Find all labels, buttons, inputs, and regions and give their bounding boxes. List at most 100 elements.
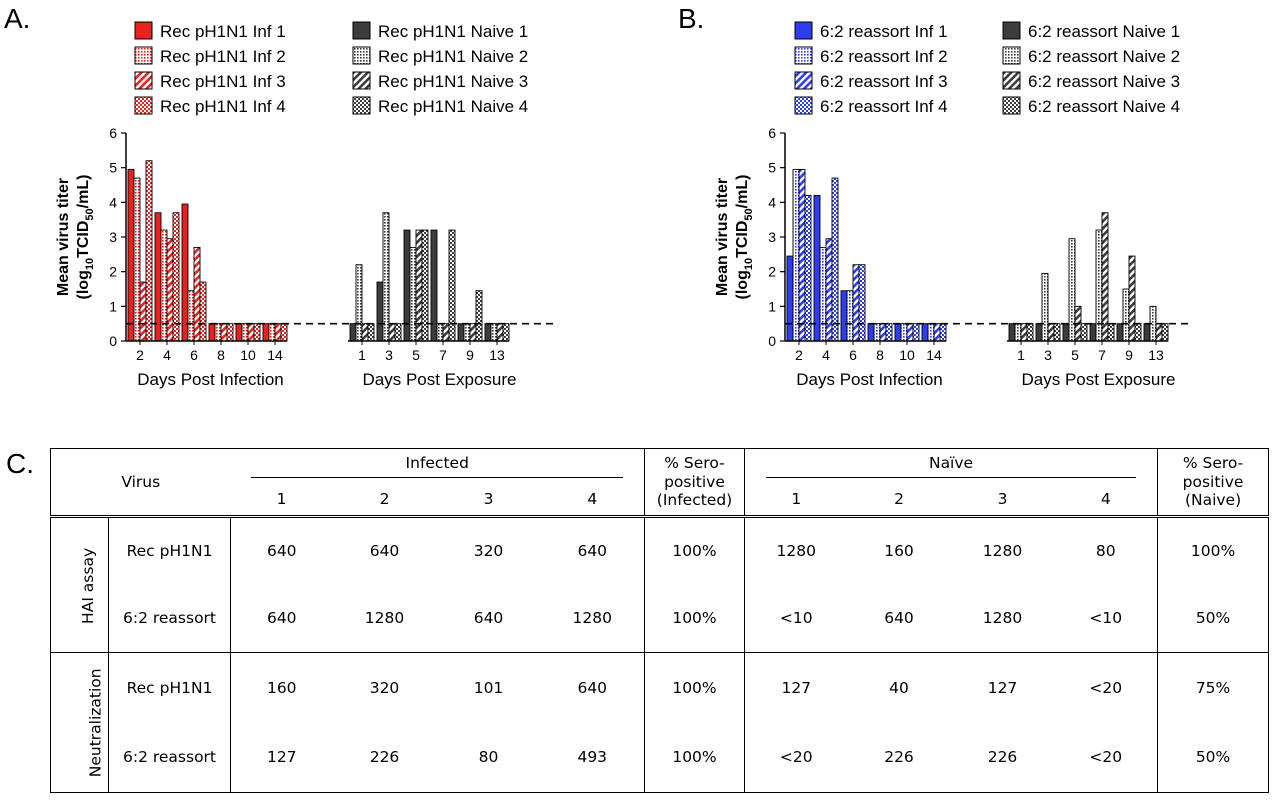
- legend-swatch: [134, 21, 153, 40]
- svg-text:Mean virus titer: Mean virus titer: [55, 178, 72, 296]
- legend-label: 6:2 reassort Inf 4: [820, 97, 948, 116]
- cell-sero-naive: 75%: [1157, 652, 1270, 723]
- svg-text:(log10TCID50/mL): (log10TCID50/mL): [75, 175, 96, 300]
- cell-value: 1280: [950, 584, 1055, 653]
- infected-col-3: 3: [436, 482, 541, 518]
- legend-swatch: [134, 46, 153, 65]
- legend-swatch: [352, 96, 371, 115]
- legend-swatch: [1002, 71, 1021, 90]
- table-row: 6:2 reassort 640 1280 640 1280 100% <10 …: [51, 584, 1270, 653]
- cell-value: 1280: [776, 542, 816, 561]
- bar-rec-ph1n1-naive-1-day-3: [376, 281, 384, 342]
- bar-rec-ph1n1-naive-3-day-3: [388, 323, 396, 342]
- row-virus: 6:2 reassort: [108, 584, 231, 653]
- cell-value: 127: [987, 678, 1018, 697]
- cell-value: 1280: [332, 584, 437, 653]
- cell-value: 640: [230, 584, 333, 653]
- group-label-hai: HAI assay: [50, 516, 109, 653]
- legend-label: Rec pH1N1 Inf 4: [160, 97, 286, 116]
- legend-label: Rec pH1N1 Naive 4: [378, 97, 528, 116]
- bar-6-2-reassort-inf-3-day-10: [906, 323, 914, 342]
- legend-swatch: [794, 46, 813, 65]
- legend-swatch: [794, 96, 813, 115]
- cell-value: 226: [950, 722, 1055, 793]
- bar-rec-ph1n1-inf-1-day-8: [208, 323, 216, 342]
- bar-rec-ph1n1-naive-4-day-1: [367, 323, 375, 342]
- legend-label: 6:2 reassort Inf 1: [820, 22, 948, 41]
- naive-col-3: 3: [950, 482, 1055, 518]
- legend-label: 6:2 reassort Inf 3: [820, 72, 948, 91]
- y-tick-label: 0: [109, 333, 117, 349]
- bar-6-2-reassort-naive-3-day-1: [1020, 323, 1028, 342]
- x-axis-title-infection: Days Post Infection: [137, 370, 283, 389]
- x-tick-label: 9: [1125, 347, 1133, 363]
- bar-rec-ph1n1-inf-2-day-8: [214, 323, 222, 342]
- bar-rec-ph1n1-naive-1-day-9: [457, 323, 465, 342]
- x-tick-label: 4: [822, 347, 830, 363]
- svg-text:(log10TCID50/mL): (log10TCID50/mL): [734, 175, 755, 300]
- bar-6-2-reassort-inf-3-day-4: [825, 238, 833, 342]
- bar-rec-ph1n1-inf-2-day-10: [241, 323, 249, 342]
- legend-swatch: [1002, 46, 1021, 65]
- x-tick-label: 5: [1071, 347, 1079, 363]
- bar-rec-ph1n1-inf-4-day-14: [280, 323, 288, 342]
- bar-6-2-reassort-inf-3-day-14: [933, 323, 941, 342]
- cell-value: 1280: [982, 542, 1023, 561]
- bar-6-2-reassort-inf-2-day-4: [819, 246, 827, 342]
- bar-6-2-reassort-inf-1-day-8: [867, 323, 875, 342]
- cell-value: 640: [577, 542, 608, 561]
- legend-label: 6:2 reassort Naive 4: [1028, 97, 1180, 116]
- x-tick-label: 1: [1017, 347, 1025, 363]
- y-tick-label: 3: [768, 229, 776, 245]
- bar-6-2-reassort-inf-4-day-8: [885, 323, 893, 342]
- bar-rec-ph1n1-naive-2-day-3: [382, 212, 390, 342]
- y-axis-title: Mean virus titer (log10TCID50/mL): [714, 175, 755, 300]
- row-virus: Rec pH1N1: [108, 652, 231, 723]
- bar-rec-ph1n1-inf-1-day-6: [181, 203, 189, 342]
- legend-label: 6:2 reassort Naive 1: [1028, 22, 1180, 41]
- cell-value: 226: [847, 722, 951, 793]
- bar-6-2-reassort-naive-3-day-3: [1047, 323, 1055, 342]
- y-tick-label: 4: [109, 194, 117, 210]
- cell-value: <10: [1054, 584, 1158, 653]
- bar-6-2-reassort-naive-3-day-7: [1101, 212, 1109, 342]
- bar-rec-ph1n1-naive-4-day-9: [475, 290, 483, 342]
- bar-6-2-reassort-naive-4-day-9: [1134, 323, 1142, 342]
- bar-6-2-reassort-naive-4-day-13: [1161, 323, 1169, 342]
- legend-swatch: [352, 71, 371, 90]
- cell-sero-infected: 100%: [644, 584, 745, 653]
- cell-value: 1280: [540, 584, 645, 653]
- bar-6-2-reassort-naive-3-day-9: [1128, 255, 1136, 342]
- bar-6-2-reassort-inf-2-day-10: [900, 323, 908, 342]
- bar-rec-ph1n1-naive-2-day-1: [355, 264, 363, 342]
- bar-6-2-reassort-inf-3-day-8: [879, 323, 887, 342]
- panel-letter-c: C.: [6, 448, 34, 479]
- cell-value: <20: [1089, 678, 1123, 697]
- legend-swatch: [1002, 96, 1021, 115]
- y-tick-label: 1: [768, 298, 776, 314]
- cell-value: <10: [744, 584, 848, 653]
- bar-6-2-reassort-inf-4-day-6: [858, 264, 866, 342]
- bar-6-2-reassort-inf-1-day-14: [921, 323, 929, 342]
- y-tick-label: 5: [768, 160, 776, 176]
- y-tick-label: 0: [768, 333, 776, 349]
- bar-6-2-reassort-naive-2-day-9: [1122, 288, 1130, 342]
- row-virus: 6:2 reassort: [108, 722, 231, 793]
- legend-label: 6:2 reassort Naive 2: [1028, 47, 1180, 66]
- x-tick-label: 9: [466, 347, 474, 363]
- x-tick-label: 7: [1098, 347, 1106, 363]
- bar-rec-ph1n1-inf-4-day-4: [172, 212, 180, 342]
- bar-6-2-reassort-naive-2-day-3: [1041, 272, 1049, 342]
- cell-value: 640: [847, 584, 951, 653]
- bar-6-2-reassort-naive-1-day-5: [1062, 323, 1070, 342]
- cell-value: 40: [889, 678, 909, 697]
- x-axis-title-exposure: Days Post Exposure: [1021, 370, 1175, 389]
- x-tick-label: 13: [489, 347, 505, 363]
- cell-value: <20: [1054, 722, 1158, 793]
- cell-value: 101: [473, 678, 504, 697]
- bar-6-2-reassort-naive-4-day-5: [1080, 323, 1088, 342]
- chart-panel-a: A. Rec pH1N1 Inf 1 Rec pH1N1 Inf 2 Rec pH1N…: [4, 3, 556, 389]
- bar-6-2-reassort-inf-4-day-2: [804, 194, 812, 342]
- cell-value: 640: [369, 542, 400, 561]
- table-row: 6:2 reassort 127 226 80 493 100% <20 226…: [51, 722, 1270, 793]
